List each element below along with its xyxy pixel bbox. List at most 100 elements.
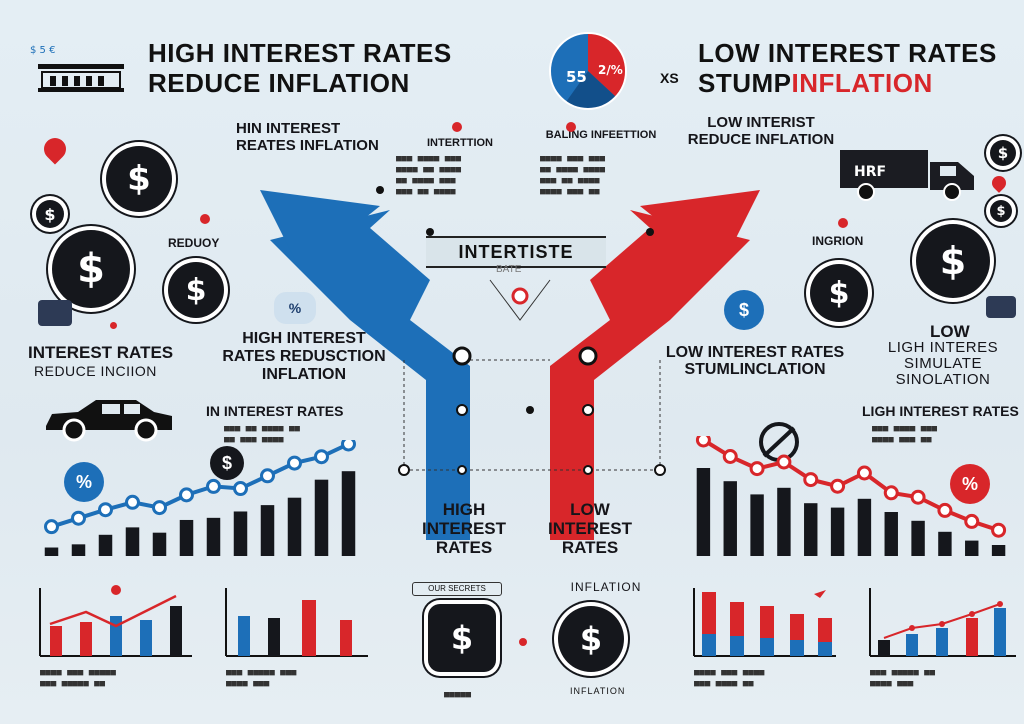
right-mini-chart-1: [690, 584, 840, 664]
center-bottom-right-label: INFLATION: [570, 580, 642, 594]
right-chart-trend-point-2: [722, 449, 738, 464]
right-low-heading: LOW INTEREST RATES STUMLINCLATION: [665, 344, 845, 378]
right-wallet-icon: [986, 296, 1016, 318]
wallet-icon: [38, 300, 72, 326]
center-dot-1-icon: [452, 122, 462, 132]
pie-chart-icon: 55 2/%: [540, 30, 636, 112]
left-title: HIGH INTEREST RATES REDUCE INFLATION: [148, 38, 452, 98]
left-chart-bar-5: [152, 532, 167, 556]
right-chart-bar-1: [696, 468, 711, 556]
left-chart-bar-7: [206, 517, 221, 556]
bank-building-icon: [38, 64, 124, 92]
right-chart-trend-point-4: [776, 454, 792, 470]
left-chart-bar-11: [314, 479, 329, 556]
right-dollar-coin-xs-icon: $: [990, 200, 1012, 222]
left-chart-bar-10: [287, 497, 302, 556]
right-red-dot-icon: [838, 218, 848, 228]
left-car-heading: IN INTEREST RATES: [206, 403, 344, 419]
right-chart-bar-11: [965, 540, 979, 556]
left-chart-trend-point-6: [179, 487, 194, 503]
right-chart-trend-point-6: [830, 478, 846, 494]
right-dollar-coin-large-icon: $: [916, 224, 990, 298]
small-arrow-icon: [518, 634, 528, 646]
center-bottom-left-label: OUR SECRETS: [412, 582, 502, 596]
right-top-heading: LOW INTERIST REDUCE INFLATION: [687, 114, 835, 148]
right-chart-trend-line: [702, 438, 1000, 533]
left-chart-trend-point-12: [341, 440, 356, 452]
right-chart-text: ■■■ ■■■■ ■■■ ■■■■ ■■■ ■■: [872, 424, 938, 445]
right-chart-trend-point-10: [937, 502, 953, 518]
right-main-chart: [682, 436, 1020, 560]
ingrion-label: INGRION: [812, 234, 864, 248]
right-ligh-heading: LIGH INTERES SIMULATE SINOLATION: [887, 339, 999, 388]
dollar-coin-small-icon: $: [36, 200, 64, 228]
red-dot-icon: [200, 214, 210, 224]
center-col2-text: ■■■■ ■■■ ■■■ ■■ ■■■■ ■■■■ ■■■ ■■ ■■■■ ■■■■ …: [540, 154, 606, 197]
left-chart-trend-point-9: [260, 468, 275, 484]
left-mid-heading-1: INTEREST RATES: [28, 343, 174, 362]
right-chart-bar-10: [938, 531, 952, 556]
left-chart-trend-point-4: [125, 494, 140, 510]
right-chart-bar-7: [857, 498, 872, 556]
left-chart-bar-8: [233, 511, 248, 556]
right-low-label: LOW: [930, 322, 970, 341]
right-percent-badge: %: [950, 464, 990, 504]
right-chart-bar-2: [723, 481, 737, 556]
right-chart-bar-6: [830, 507, 845, 556]
left-main-chart: [30, 440, 370, 560]
location-pin-icon: [39, 133, 71, 165]
left-chart-trend-point-10: [287, 455, 302, 471]
left-top-heading: HIN INTEREST REATES INFLATION: [236, 120, 379, 154]
center-dot-2-icon: [566, 122, 576, 132]
money-jar-icon: $: [428, 604, 496, 672]
right-mini-caption-2: ■■■ ■■■■■ ■■ ■■■■ ■■■: [870, 668, 936, 689]
truck-icon: HRF: [840, 150, 980, 202]
left-chart-bar-9: [260, 505, 275, 556]
center-col1-text: ■■■ ■■■■ ■■■ ■■■■ ■■ ■■■■ ■■ ■■■■ ■■■ ■■■ ■…: [396, 154, 462, 197]
percent-tag-icon: %: [274, 292, 316, 324]
left-car-text: ■■■ ■■ ■■■■ ■■ ■■ ■■■ ■■■■: [224, 424, 300, 445]
dollar-coin-large-icon: $: [52, 230, 130, 308]
left-chart-trend-point-1: [44, 519, 59, 535]
left-center-heading: HIGH INTEREST RATES REDUSCTION INFLATION: [222, 330, 386, 383]
left-chart-trend-point-8: [233, 481, 248, 497]
reduoy-label: REDUOY: [168, 236, 220, 250]
left-chart-trend-point-7: [206, 478, 221, 494]
left-mini-caption-1: ■■■■ ■■■ ■■■■■ ■■■ ■■■■■ ■■: [40, 668, 116, 689]
right-chart-bar-8: [884, 512, 898, 556]
center-banner-sub: BATE: [496, 264, 522, 275]
right-chart-trend-point-1: [695, 436, 711, 448]
right-chart-bar-4: [777, 487, 791, 556]
right-chart-trend-point-5: [803, 472, 819, 488]
center-col2-title: BALING INFEETTION: [545, 129, 657, 141]
left-chart-trend-point-11: [314, 449, 329, 465]
left-dollar-badge: $: [210, 446, 244, 480]
right-chart-trend-point-9: [910, 489, 926, 505]
left-percent-badge: %: [64, 462, 104, 502]
left-chart-trend-point-2: [71, 510, 86, 526]
svg-text:$ 5 €: $ 5 €: [30, 45, 55, 55]
right-dollar-coin-medium-icon: $: [810, 264, 868, 322]
right-chart-trend-point-7: [856, 465, 872, 481]
right-chart-bar-5: [804, 503, 818, 556]
right-location-pin-icon: [989, 173, 1009, 193]
gauge-caption: INFLATION: [570, 686, 626, 696]
center-banner: INTERTISTE: [426, 236, 606, 268]
right-mini-chart-2: [866, 584, 1020, 664]
left-chart-trend-point-3: [98, 502, 113, 518]
right-chart-bar-12: [991, 545, 1006, 556]
left-mini-chart-2: [222, 584, 372, 664]
right-chart-heading: LIGH INTEREST RATES: [862, 403, 1019, 419]
left-chart-bar-6: [179, 519, 194, 556]
car-icon: [38, 396, 178, 442]
truck-text: HRF: [854, 164, 886, 180]
left-mid-heading-2: REDUCE INCIION: [34, 363, 157, 379]
right-arrow-label: LOW INTEREST RATES: [547, 500, 633, 557]
right-chart-bar-3: [750, 494, 764, 556]
right-mini-caption-1: ■■■■ ■■■ ■■■■ ■■■ ■■■■ ■■: [694, 668, 765, 689]
dollar-coin-medium-icon: $: [168, 262, 224, 318]
jar-caption: ■■■■■: [444, 690, 472, 700]
dollar-coin-icon: $: [106, 146, 172, 212]
left-chart-bar-4: [125, 527, 140, 556]
center-banner-text: INTERTISTE: [458, 241, 574, 262]
